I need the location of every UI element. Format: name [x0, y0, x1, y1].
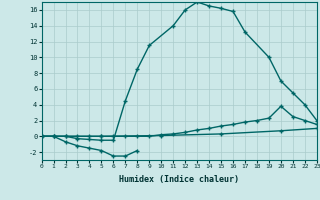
X-axis label: Humidex (Indice chaleur): Humidex (Indice chaleur) [119, 175, 239, 184]
